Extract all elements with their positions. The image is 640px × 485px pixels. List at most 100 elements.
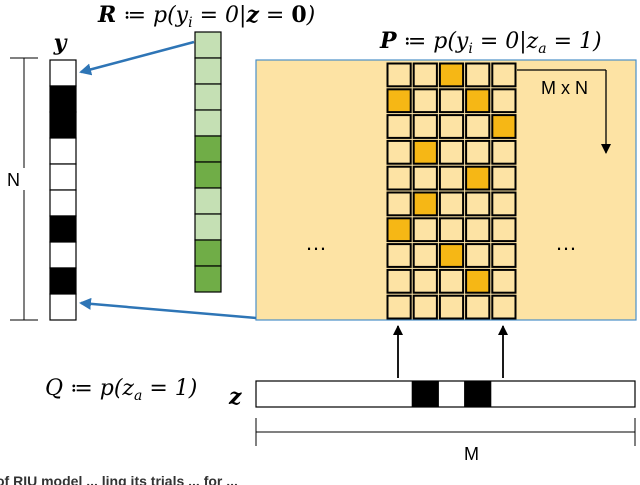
p-var: P: [379, 28, 398, 54]
q-eq-b: = 1): [142, 376, 197, 401]
y-vector-cell: [49, 267, 77, 295]
p-matrix-cell: [386, 217, 412, 243]
q-eq-a: ≔ p(z: [63, 376, 134, 401]
p-to-y-arrow: [79, 297, 257, 320]
p-matrix-cell: [412, 268, 438, 294]
p-eq-sub-i: i: [468, 41, 472, 57]
r-vector-cell: [194, 187, 222, 215]
p-matrix-cell: [491, 268, 517, 294]
y-vector-cell: [49, 111, 77, 139]
p-matrix-cell: [465, 88, 491, 114]
p-eq-b: = 0|z: [473, 29, 539, 54]
p-matrix-cell: [465, 243, 491, 268]
m-dimension-bracket: M: [255, 418, 636, 464]
p-matrix-cell: [465, 165, 491, 191]
caption-fragment: of RIU model ... ling its trials ... for…: [0, 473, 238, 485]
p-matrix-cell: [438, 114, 465, 139]
r-vector-cell: [194, 213, 222, 241]
p-matrix-cell: [386, 165, 412, 191]
p-eq-c: = 1): [547, 29, 602, 54]
r-to-y-arrow: [79, 40, 195, 76]
y-vector-cell: [49, 137, 77, 165]
p-matrix-cell: [386, 62, 412, 88]
p-matrix: [386, 62, 517, 320]
p-matrix-cell: [438, 62, 465, 88]
p-matrix-cell: [412, 88, 438, 114]
p-matrix-cell: [412, 165, 438, 191]
p-matrix-cell: [491, 88, 517, 114]
p-matrix-cell: [438, 268, 465, 294]
r-vector-cell: [194, 83, 222, 111]
p-matrix-cell: [412, 243, 438, 268]
y-vector-cell: [49, 85, 77, 113]
n-dimension-bracket: N: [7, 57, 38, 321]
p-matrix-cell: [438, 217, 465, 243]
p-matrix-cell: [465, 294, 491, 320]
r-vector-cell: [194, 239, 222, 267]
p-matrix-cell: [491, 139, 517, 165]
r-var: R: [97, 2, 116, 28]
p-matrix-cell: [491, 191, 517, 217]
p-matrix-cell: [386, 139, 412, 165]
r-equation: R ≔ p(yi = 0|z = 0): [97, 2, 315, 31]
r-vector-cell: [194, 57, 222, 85]
p-matrix-cell: [491, 165, 517, 191]
q-equation: Q ≔ p(za = 1): [45, 376, 197, 404]
z-vector-label: z: [228, 384, 242, 410]
ellipsis-left: …: [305, 230, 327, 255]
p-matrix-cell: [412, 62, 438, 88]
p-matrix-cell: [386, 88, 412, 114]
p-matrix-cell: [465, 191, 491, 217]
p-matrix-cell: [412, 114, 438, 139]
p-matrix-cell: [438, 139, 465, 165]
r-vector-cell: [194, 135, 222, 163]
r-eq-sub: i: [188, 15, 192, 31]
y-vector-cell: [49, 293, 77, 321]
p-matrix-cell: [491, 294, 517, 320]
r-eq-c: =: [259, 3, 291, 28]
p-matrix-cell: [465, 139, 491, 165]
y-vector-label: y: [53, 30, 69, 56]
r-eq-z: z: [245, 2, 259, 28]
y-vector: [49, 59, 77, 321]
p-matrix-cell: [491, 217, 517, 243]
r-eq-b: = 0|: [193, 3, 247, 28]
p-matrix-cell: [438, 165, 465, 191]
z-vector-active-segment: [464, 380, 492, 408]
p-matrix-cell: [412, 139, 438, 165]
m-dimension-label: M: [464, 444, 479, 464]
mxn-corner-arrow: [517, 69, 611, 154]
r-eq-a: ≔ p(y: [116, 3, 188, 28]
q-var: Q: [45, 376, 63, 401]
p-matrix-cell: [412, 294, 438, 320]
p-eq-a: ≔ p(y: [397, 29, 469, 54]
p-matrix-cell: [491, 243, 517, 268]
z-vector-bar: [255, 380, 636, 408]
y-vector-cell: [49, 189, 77, 217]
z-vector-active-segment: [411, 380, 439, 408]
p-matrix-cell: [386, 114, 412, 139]
mxn-label: M x N: [541, 78, 588, 98]
y-vector-cell: [49, 215, 77, 243]
p-matrix-cell: [386, 191, 412, 217]
p-matrix-cell: [412, 217, 438, 243]
p-matrix-cell: [386, 268, 412, 294]
p-matrix-cell: [465, 268, 491, 294]
r-vector-cell: [194, 265, 222, 293]
r-vector-cell: [194, 161, 222, 189]
r-vector-cell: [194, 109, 222, 137]
p-matrix-cell: [438, 191, 465, 217]
z-vector: [255, 380, 636, 408]
p-matrix-cell: [386, 294, 412, 320]
y-vector-cell: [49, 163, 77, 191]
p-equation: P ≔ p(yi = 0|za = 1): [379, 28, 602, 57]
p-matrix-cell: [438, 88, 465, 114]
r-eq-zero: 0: [291, 2, 306, 28]
p-matrix-cell: [465, 217, 491, 243]
p-eq-sub-a: a: [538, 41, 546, 57]
p-matrix-cell: [438, 294, 465, 320]
p-matrix-cell: [438, 243, 465, 268]
r-vector-cell: [194, 31, 222, 59]
p-matrix-cell: [491, 62, 517, 88]
y-vector-cell: [49, 241, 77, 269]
